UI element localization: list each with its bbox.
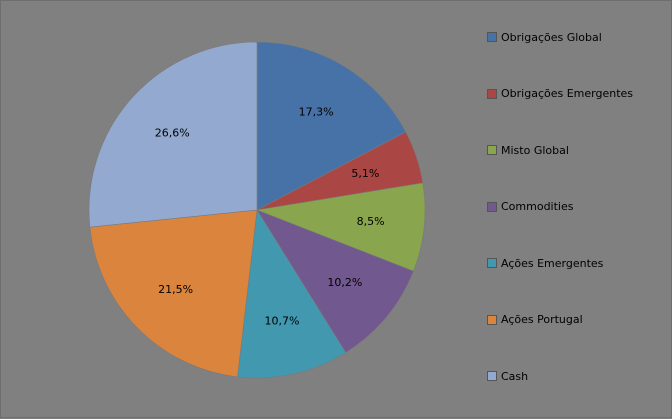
legend-item: Ações Emergentes: [487, 255, 603, 271]
slice-data-label: 17,3%: [299, 105, 334, 118]
legend-label: Obrigações Emergentes: [501, 87, 634, 100]
legend-item: Misto Global: [487, 142, 569, 158]
legend-swatch: [487, 32, 497, 42]
pie-slice: [88, 41, 258, 228]
slice-data-label: 21,5%: [158, 283, 193, 296]
slice-data-label: 8,5%: [357, 215, 385, 228]
legend-swatch: [487, 371, 497, 381]
legend-item: Obrigações Emergentes: [487, 86, 633, 102]
slice-data-label: 5,1%: [351, 167, 379, 180]
legend-item: Commodities: [487, 199, 573, 215]
pie-slice: [256, 41, 407, 211]
slice-data-label: 26,6%: [155, 126, 190, 139]
legend-item: Cash: [487, 368, 528, 384]
legend-label: Ações Portugal: [501, 313, 583, 326]
legend-label: Misto Global: [501, 143, 569, 157]
legend-swatch: [487, 258, 497, 268]
legend-label: Cash: [501, 369, 529, 383]
legend-swatch: [487, 145, 497, 155]
pie-slice: [256, 209, 414, 354]
legend-item: Ações Portugal: [487, 312, 583, 328]
legend-label: Ações Emergentes: [501, 256, 604, 270]
pie-slice: [255, 182, 426, 272]
legend-label: Commodities: [501, 200, 574, 213]
slice-data-label: 10,2%: [327, 276, 362, 289]
legend-swatch: [487, 88, 497, 99]
pie-slice: [89, 209, 258, 378]
legend-swatch: [487, 201, 497, 212]
legend-swatch: [487, 314, 497, 325]
legend-item: Obrigações Global: [487, 29, 602, 45]
legend-label: Obrigações Global: [501, 30, 602, 44]
pie-slice: [237, 209, 347, 379]
slice-data-label: 10,7%: [264, 314, 299, 327]
